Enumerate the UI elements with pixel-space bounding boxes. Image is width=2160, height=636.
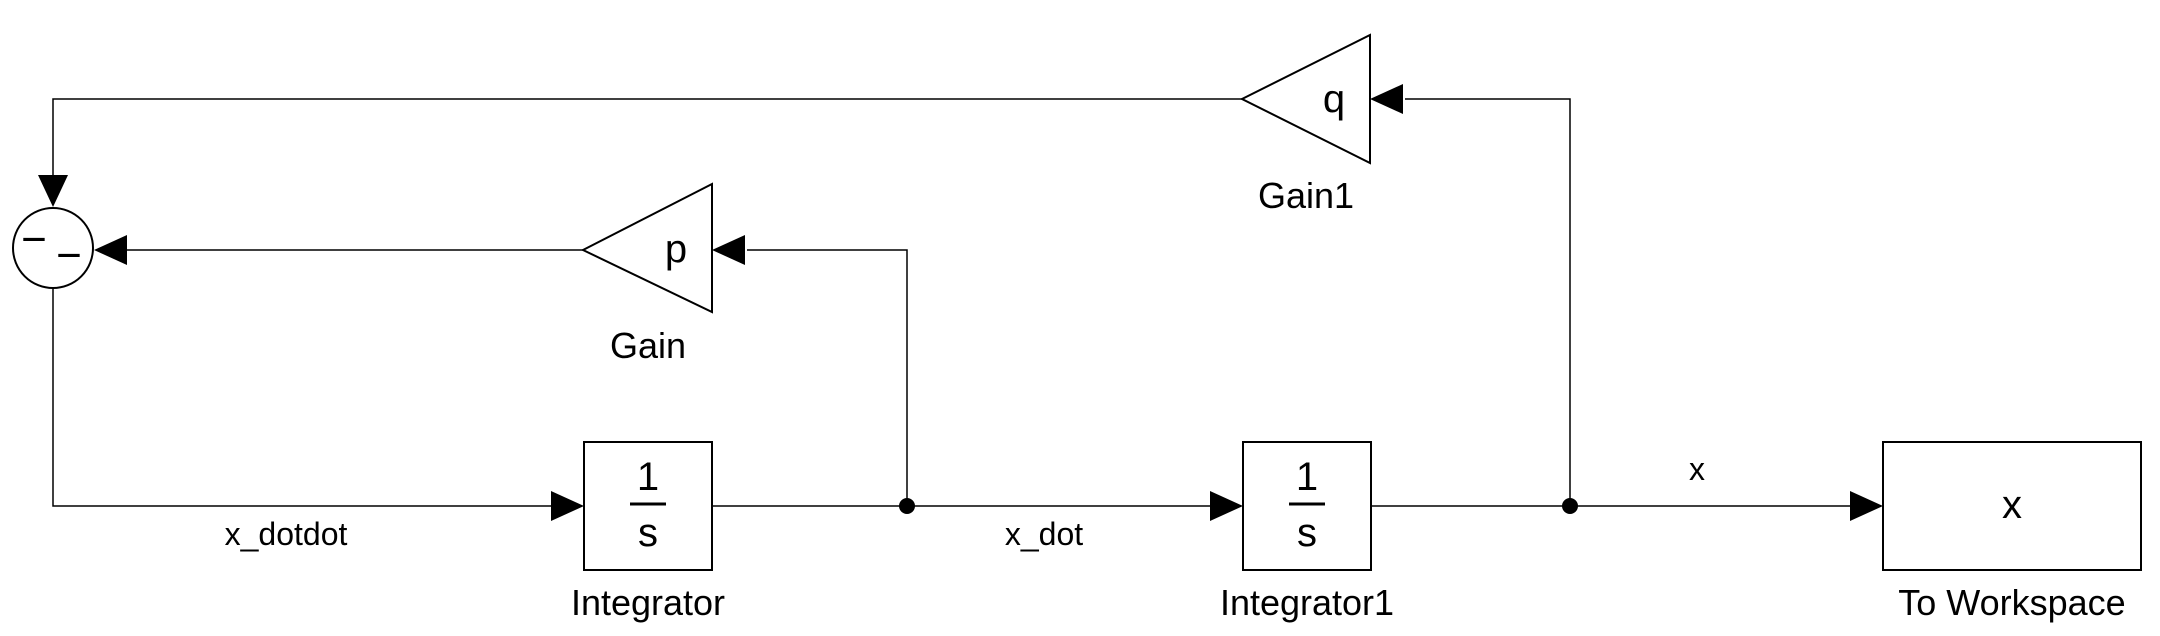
arrowheads (38, 84, 1883, 521)
integrator1-label: Integrator1 (1220, 582, 1394, 623)
wire-x-branch[interactable] (1405, 98, 1571, 506)
gain-triangle (580, 182, 713, 314)
sum-sign-bottom: − (56, 231, 82, 280)
sum-sign-top: − (21, 215, 47, 264)
sum-block[interactable]: − − (12, 207, 94, 289)
wire-gain1-to-sum[interactable] (52, 98, 1242, 178)
to-workspace-variable: x (2002, 483, 2022, 527)
gain-block[interactable]: p (580, 182, 713, 314)
integrator1-denominator: s (1297, 511, 1317, 555)
signal-label-x-dot: x_dot (1005, 516, 1083, 552)
integrator-numerator: 1 (637, 455, 659, 499)
branch-point-x (1562, 498, 1578, 514)
signal-label-x-dotdot: x_dotdot (225, 516, 348, 552)
to-workspace-block[interactable]: x (1882, 441, 2142, 571)
integrator1-numerator: 1 (1296, 455, 1318, 499)
gain1-triangle (1239, 33, 1371, 165)
branch-point-x-dot (899, 498, 915, 514)
arrow-into-gain (712, 235, 745, 265)
to-workspace-label: To Workspace (1898, 582, 2125, 623)
gain1-label: Gain1 (1258, 175, 1354, 216)
arrow-into-integrator1 (1210, 491, 1243, 521)
gain-value: p (665, 227, 687, 271)
gain-label: Gain (610, 325, 686, 366)
integrator-box (583, 441, 713, 571)
arrow-into-sum-right (94, 235, 127, 265)
integrator1-box (1242, 441, 1372, 571)
integrator-denominator: s (638, 511, 658, 555)
gain1-block[interactable]: q (1239, 33, 1371, 165)
integrator-block[interactable]: 1 s (583, 441, 713, 571)
arrow-into-sum-top (38, 175, 68, 207)
arrow-into-integrator (551, 491, 584, 521)
integrator-label: Integrator (571, 582, 725, 623)
signal-label-x: x (1689, 451, 1705, 487)
wire-x-dotdot[interactable] (52, 283, 555, 507)
arrow-into-to-workspace (1850, 491, 1883, 521)
integrator1-block[interactable]: 1 s (1242, 441, 1372, 571)
to-workspace-box (1882, 441, 2142, 571)
arrow-into-gain1 (1370, 84, 1403, 114)
wires (52, 98, 1853, 507)
sum-circle (12, 207, 94, 289)
wire-x-dot-branch[interactable] (747, 249, 908, 506)
gain1-value: q (1323, 77, 1345, 121)
